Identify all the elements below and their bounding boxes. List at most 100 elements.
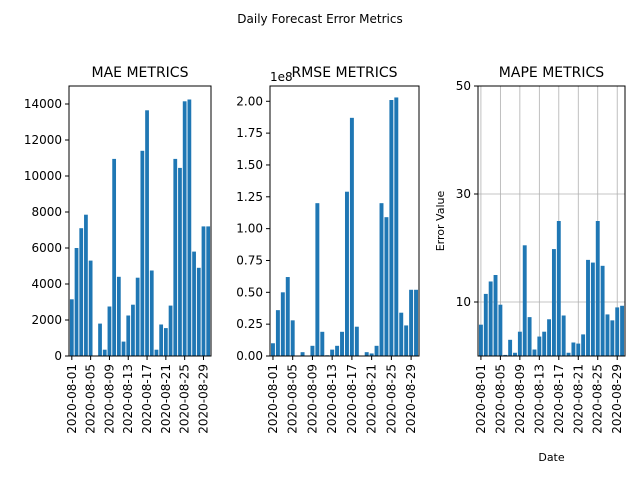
bar	[107, 306, 112, 356]
bar	[389, 100, 394, 357]
x-tick-label: 2020-08-17	[552, 364, 566, 434]
bar	[581, 334, 586, 356]
bar	[79, 228, 84, 356]
x-tick-label: 2020-08-13	[121, 364, 135, 434]
x-tick-label: 2020-08-01	[266, 364, 280, 434]
bar	[320, 331, 325, 356]
bar	[498, 304, 503, 356]
bar	[414, 289, 419, 356]
x-tick-label: 2020-08-05	[84, 364, 98, 434]
bar	[173, 158, 178, 356]
bar	[192, 251, 196, 356]
bar	[140, 150, 145, 356]
x-tick-label: 2020-08-05	[493, 364, 507, 434]
x-tick-label: 2020-08-29	[610, 364, 624, 434]
x-axis-label: Date	[538, 451, 565, 464]
bar	[615, 307, 620, 356]
bar	[168, 305, 173, 356]
x-tick-label: 2020-08-17	[140, 364, 154, 434]
bar	[384, 217, 389, 356]
chart-title: MAE METRICS	[92, 65, 189, 81]
x-tick-label: 2020-08-21	[159, 364, 173, 434]
bar	[145, 110, 149, 356]
bar	[275, 310, 280, 356]
x-tick-label: 2020-08-29	[404, 364, 418, 434]
bar	[620, 305, 625, 356]
bar	[112, 158, 117, 356]
bar	[556, 221, 561, 356]
bar	[605, 314, 610, 356]
bar	[517, 331, 522, 356]
bar	[488, 281, 493, 356]
bar	[340, 331, 345, 356]
bar	[149, 270, 154, 356]
chart-title: MAPE METRICS	[499, 65, 605, 81]
x-tick-label: 2020-08-05	[286, 364, 300, 434]
bar	[379, 203, 384, 356]
bar	[369, 353, 374, 356]
x-tick-label: 2020-08-09	[513, 364, 527, 434]
y-tick-label: 50	[456, 79, 471, 93]
bar	[330, 349, 335, 356]
bar	[354, 326, 359, 356]
axes-frame	[68, 85, 212, 357]
bar	[270, 343, 275, 356]
axis-exponent-label: 1e8	[270, 70, 293, 84]
x-tick-label: 2020-08-09	[305, 364, 319, 434]
y-tick-label: 1.25	[236, 190, 263, 204]
bar	[285, 277, 290, 356]
bar	[532, 349, 537, 356]
x-tick-label: 2020-08-01	[474, 364, 488, 434]
bar	[551, 249, 556, 356]
bar	[503, 354, 508, 356]
y-tick-label: 6000	[31, 241, 62, 255]
y-tick-label: 12000	[24, 133, 62, 147]
bar	[586, 259, 590, 356]
bar	[590, 262, 595, 356]
bar	[315, 203, 320, 356]
bar	[483, 293, 488, 356]
x-tick-label: 2020-08-21	[571, 364, 585, 434]
bar	[547, 319, 552, 356]
y-tick-label: 8000	[31, 205, 62, 219]
bar	[196, 267, 201, 356]
y-tick-label: 4000	[31, 277, 62, 291]
x-tick-label: 2020-08-25	[178, 364, 192, 434]
bar	[88, 260, 93, 356]
x-tick-label: 2020-08-09	[102, 364, 116, 434]
bar	[610, 320, 615, 356]
bar	[508, 339, 513, 356]
bar	[600, 265, 605, 356]
bar	[344, 191, 349, 356]
bar	[182, 101, 187, 356]
bar	[131, 304, 135, 356]
x-tick-label: 2020-08-25	[591, 364, 605, 434]
bar	[527, 317, 532, 356]
bar	[310, 345, 315, 356]
bar	[187, 99, 192, 356]
bar	[522, 245, 527, 356]
x-tick-label: 2020-08-17	[345, 364, 359, 434]
bar	[300, 352, 305, 356]
bar	[154, 349, 159, 356]
y-axis-label: Error Value	[434, 191, 447, 252]
bar	[201, 226, 206, 356]
bar	[576, 343, 581, 356]
bar	[409, 289, 414, 356]
bar	[280, 292, 285, 356]
bar	[121, 341, 126, 356]
bar	[126, 315, 131, 356]
bar	[571, 342, 576, 356]
bar	[537, 336, 542, 356]
bar	[542, 331, 547, 356]
y-tick-label: 1.75	[236, 126, 263, 140]
bar	[513, 352, 517, 356]
figure-title: Daily Forecast Error Metrics	[237, 12, 402, 26]
bar	[84, 214, 88, 356]
bar	[206, 226, 211, 356]
bar	[394, 97, 399, 356]
y-tick-label: 0.25	[236, 317, 263, 331]
y-tick-label: 10	[456, 295, 471, 309]
bar	[493, 275, 498, 356]
